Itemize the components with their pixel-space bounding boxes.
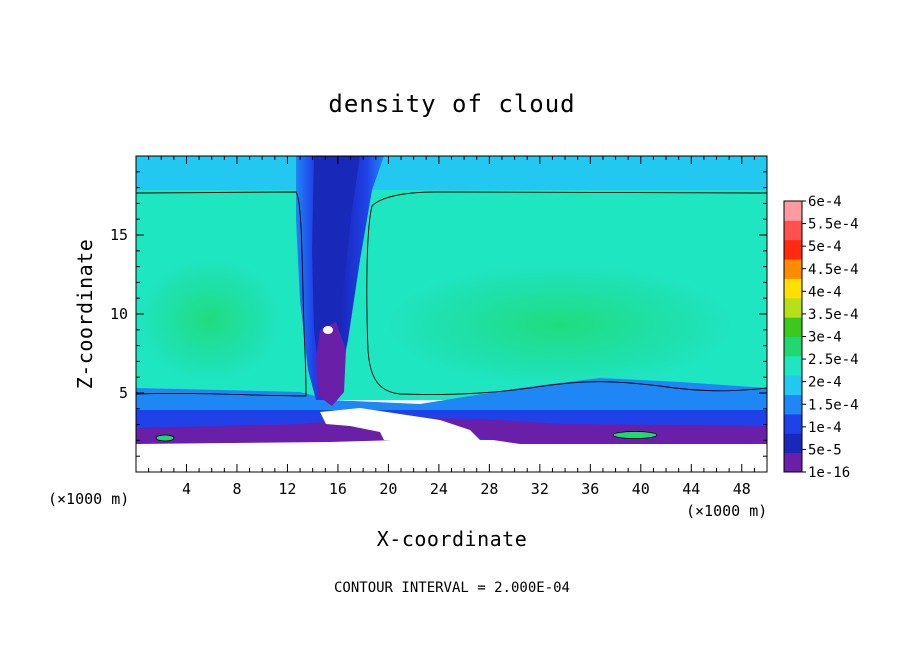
column-hole <box>323 326 333 334</box>
colorbar-label: 1.5e-4 <box>808 397 859 413</box>
colorbar: 1e-16 5e-5 1e-4 1.5e-4 2e-4 2.5e-4 3e-4 3.5e-4 4… <box>783 194 859 481</box>
left-core <box>140 260 280 380</box>
colorbar-label: 1e-16 <box>808 465 850 481</box>
colorbar-swatch <box>784 317 802 337</box>
y-axis: 5 10 15 <box>110 171 767 457</box>
colorbar-label: 2.5e-4 <box>808 352 859 368</box>
colorbar-label: 2e-4 <box>808 375 842 391</box>
x-tick-label: 48 <box>733 480 751 498</box>
chart-title: density of cloud <box>328 90 575 118</box>
x-axis-label: X-coordinate <box>377 527 528 551</box>
colorbar-label: 5.5e-4 <box>808 217 859 233</box>
contour-line <box>136 191 767 397</box>
left-pocket <box>155 434 175 442</box>
colorbar-swatch <box>784 220 802 241</box>
colorbar-label: 5e-5 <box>808 442 842 458</box>
gap-below-column <box>320 408 480 442</box>
colorbar-swatch <box>784 413 802 434</box>
colorbar-swatch <box>784 433 802 454</box>
y-axis-label: Z-coordinate <box>73 239 97 390</box>
colorbar-label: 3e-4 <box>808 330 842 346</box>
x-tick-label: 40 <box>632 480 650 498</box>
y-tick-label: 5 <box>119 384 128 402</box>
colorbar-swatch <box>784 239 802 260</box>
colorbar-label: 1e-4 <box>808 420 842 436</box>
contour-interval-note: CONTOUR INTERVAL = 2.000E-04 <box>334 580 570 596</box>
colorbar-swatch <box>784 297 802 318</box>
x-tick-label: 16 <box>329 480 347 498</box>
right-pocket <box>612 431 658 439</box>
colorbar-swatch <box>784 336 802 357</box>
colorbar-swatch <box>784 375 802 396</box>
colorbar-swatch <box>784 394 802 415</box>
colorbar-label: 5e-4 <box>808 239 842 255</box>
colorbar-label: 6e-4 <box>808 194 842 210</box>
x-unit-label-left: (×1000 m) <box>48 490 129 508</box>
right-core <box>390 265 730 385</box>
x-tick-label: 12 <box>278 480 296 498</box>
x-axis: 4 8 12 16 20 24 28 32 36 40 44 48 <box>148 156 755 498</box>
dry-column-inner <box>312 156 360 380</box>
x-tick-label: 8 <box>232 480 241 498</box>
column-purple <box>316 322 346 406</box>
x-tick-label: 20 <box>379 480 397 498</box>
x-tick-label: 4 <box>182 480 191 498</box>
upper-band <box>136 156 767 196</box>
x-tick-label: 24 <box>430 480 448 498</box>
colorbar-label: 3.5e-4 <box>808 307 859 323</box>
colorbar-swatch <box>784 278 802 299</box>
x-tick-label: 32 <box>531 480 549 498</box>
y-tick-label: 10 <box>110 305 128 323</box>
x-tick-label: 36 <box>581 480 599 498</box>
colorbar-swatch <box>784 452 802 473</box>
x-tick-label: 28 <box>480 480 498 498</box>
colorbar-label: 4e-4 <box>808 284 842 300</box>
x-tick-label: 44 <box>682 480 700 498</box>
y-tick-label: 15 <box>110 226 128 244</box>
colorbar-label: 4.5e-4 <box>808 262 859 278</box>
heatmap-field <box>136 156 767 472</box>
x-unit-label-right: (×1000 m) <box>686 502 767 520</box>
colorbar-swatch <box>784 355 802 376</box>
colorbar-swatch <box>784 259 802 279</box>
colorbar-swatch <box>784 201 802 221</box>
